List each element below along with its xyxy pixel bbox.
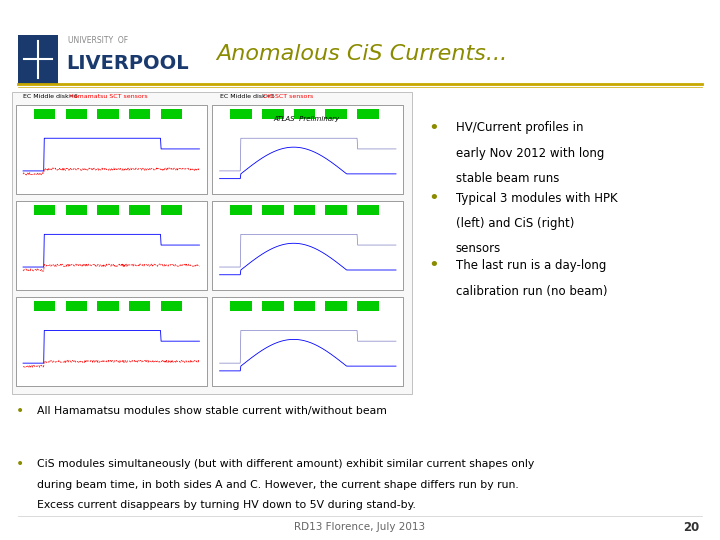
Bar [66, 109, 87, 119]
Bar [230, 109, 252, 119]
Bar [16, 297, 207, 386]
Bar [325, 301, 347, 311]
Text: •: • [16, 457, 24, 471]
Text: EC Middle disk=6: EC Middle disk=6 [23, 94, 82, 99]
Bar [97, 109, 119, 119]
Bar [325, 109, 347, 119]
Text: calibration run (no beam): calibration run (no beam) [456, 285, 607, 298]
Text: RD13 Florence, July 2013: RD13 Florence, July 2013 [294, 522, 426, 532]
Text: •: • [428, 189, 439, 207]
Bar [161, 109, 182, 119]
Bar [34, 301, 55, 311]
Text: •: • [428, 256, 439, 274]
Bar [230, 301, 252, 311]
Bar [357, 301, 379, 311]
Bar [212, 105, 403, 194]
Text: 20: 20 [683, 521, 700, 534]
Text: UNIVERSITY  OF: UNIVERSITY OF [68, 36, 129, 45]
Bar [66, 205, 87, 215]
Text: Hamamatsu SCT sensors: Hamamatsu SCT sensors [69, 94, 148, 99]
Text: The last run is a day-long: The last run is a day-long [456, 259, 606, 272]
Bar [34, 109, 55, 119]
Bar [294, 205, 315, 215]
Bar [357, 205, 379, 215]
Text: HV/Current profiles in: HV/Current profiles in [456, 122, 583, 134]
Bar [294, 109, 315, 119]
Bar [12, 92, 412, 394]
Bar [129, 205, 150, 215]
Text: All Hamamatsu modules show stable current with/without beam: All Hamamatsu modules show stable curren… [37, 406, 387, 416]
Bar [161, 301, 182, 311]
Bar [262, 205, 284, 215]
Text: LIVERPOOL: LIVERPOOL [66, 53, 189, 73]
Bar [18, 35, 58, 84]
Text: •: • [16, 404, 24, 418]
Text: sensors: sensors [456, 242, 501, 255]
Bar [161, 205, 182, 215]
Bar [294, 301, 315, 311]
Bar [325, 205, 347, 215]
Bar [357, 109, 379, 119]
Text: early Nov 2012 with long: early Nov 2012 with long [456, 147, 604, 160]
Bar [97, 301, 119, 311]
Text: EC Middle disk=5: EC Middle disk=5 [220, 94, 279, 99]
Text: during beam time, in both sides A and C. However, the current shape differs run : during beam time, in both sides A and C.… [37, 480, 519, 490]
Text: CiS SCT sensors: CiS SCT sensors [263, 94, 313, 99]
Bar [212, 201, 403, 290]
Bar [230, 205, 252, 215]
Text: •: • [428, 119, 439, 137]
Bar [129, 301, 150, 311]
Bar [66, 301, 87, 311]
Text: CiS modules simultaneously (but with different amount) exhibit similar current s: CiS modules simultaneously (but with dif… [37, 459, 535, 469]
Bar [34, 205, 55, 215]
Text: Excess current disappears by turning HV down to 5V during stand-by.: Excess current disappears by turning HV … [37, 500, 416, 510]
Text: Anomalous CiS Currents...: Anomalous CiS Currents... [216, 44, 508, 64]
Bar [212, 297, 403, 386]
Bar [262, 301, 284, 311]
Bar [97, 205, 119, 215]
Text: ATLAS  Preliminary: ATLAS Preliminary [273, 116, 339, 122]
Text: stable beam runs: stable beam runs [456, 172, 559, 185]
Bar [129, 109, 150, 119]
Text: (left) and CiS (right): (left) and CiS (right) [456, 217, 574, 230]
Bar [16, 201, 207, 290]
Bar [16, 105, 207, 194]
Text: Typical 3 modules with HPK: Typical 3 modules with HPK [456, 192, 617, 205]
Bar [262, 109, 284, 119]
